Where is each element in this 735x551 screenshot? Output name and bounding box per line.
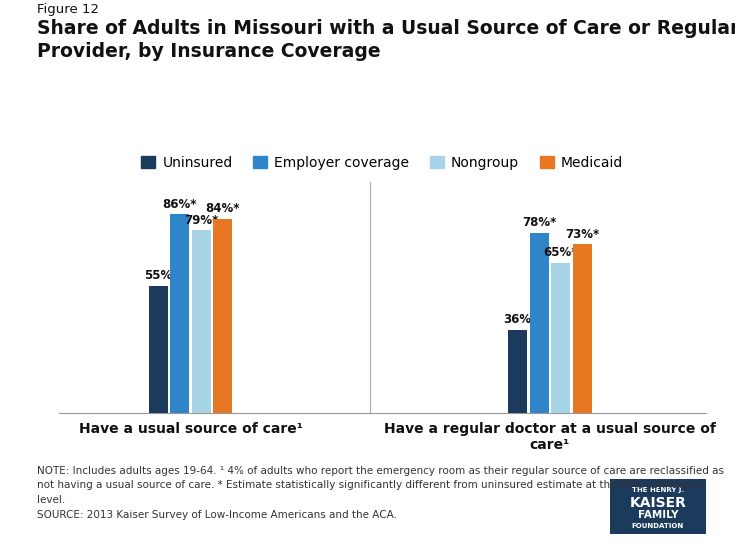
Text: THE HENRY J.: THE HENRY J.: [632, 488, 684, 493]
Text: 78%*: 78%*: [522, 217, 556, 229]
Text: 65%*: 65%*: [543, 246, 578, 260]
Text: Share of Adults in Missouri with a Usual Source of Care or Regular
Provider, by : Share of Adults in Missouri with a Usual…: [37, 19, 735, 61]
Text: 84%*: 84%*: [206, 202, 240, 215]
Text: 73%*: 73%*: [565, 228, 599, 241]
Text: Have a regular doctor at a usual source of
care¹: Have a regular doctor at a usual source …: [384, 422, 716, 452]
Text: level.: level.: [37, 495, 65, 505]
Text: FOUNDATION: FOUNDATION: [631, 523, 684, 528]
Bar: [573, 244, 592, 413]
Bar: [508, 330, 527, 413]
Legend: Uninsured, Employer coverage, Nongroup, Medicaid: Uninsured, Employer coverage, Nongroup, …: [141, 155, 623, 170]
Bar: [213, 219, 232, 413]
Text: Have a usual source of care¹: Have a usual source of care¹: [79, 422, 303, 435]
Text: FAMILY: FAMILY: [637, 510, 678, 520]
Bar: [551, 263, 570, 413]
Bar: [192, 230, 211, 413]
Text: 79%*: 79%*: [184, 214, 218, 227]
Text: SOURCE: 2013 Kaiser Survey of Low-Income Americans and the ACA.: SOURCE: 2013 Kaiser Survey of Low-Income…: [37, 510, 397, 520]
Text: 86%*: 86%*: [162, 198, 197, 211]
Text: Figure 12: Figure 12: [37, 3, 98, 16]
Bar: [171, 214, 190, 413]
Text: not having a usual source of care. * Estimate statistically significantly differ: not having a usual source of care. * Est…: [37, 480, 703, 490]
Text: KAISER: KAISER: [629, 495, 686, 510]
Text: 36%: 36%: [503, 314, 531, 326]
Bar: [530, 233, 549, 413]
Text: NOTE: Includes adults ages 19-64. ¹ 4% of adults who report the emergency room a: NOTE: Includes adults ages 19-64. ¹ 4% o…: [37, 466, 724, 476]
Text: 55%: 55%: [144, 269, 173, 283]
Bar: [148, 286, 168, 413]
